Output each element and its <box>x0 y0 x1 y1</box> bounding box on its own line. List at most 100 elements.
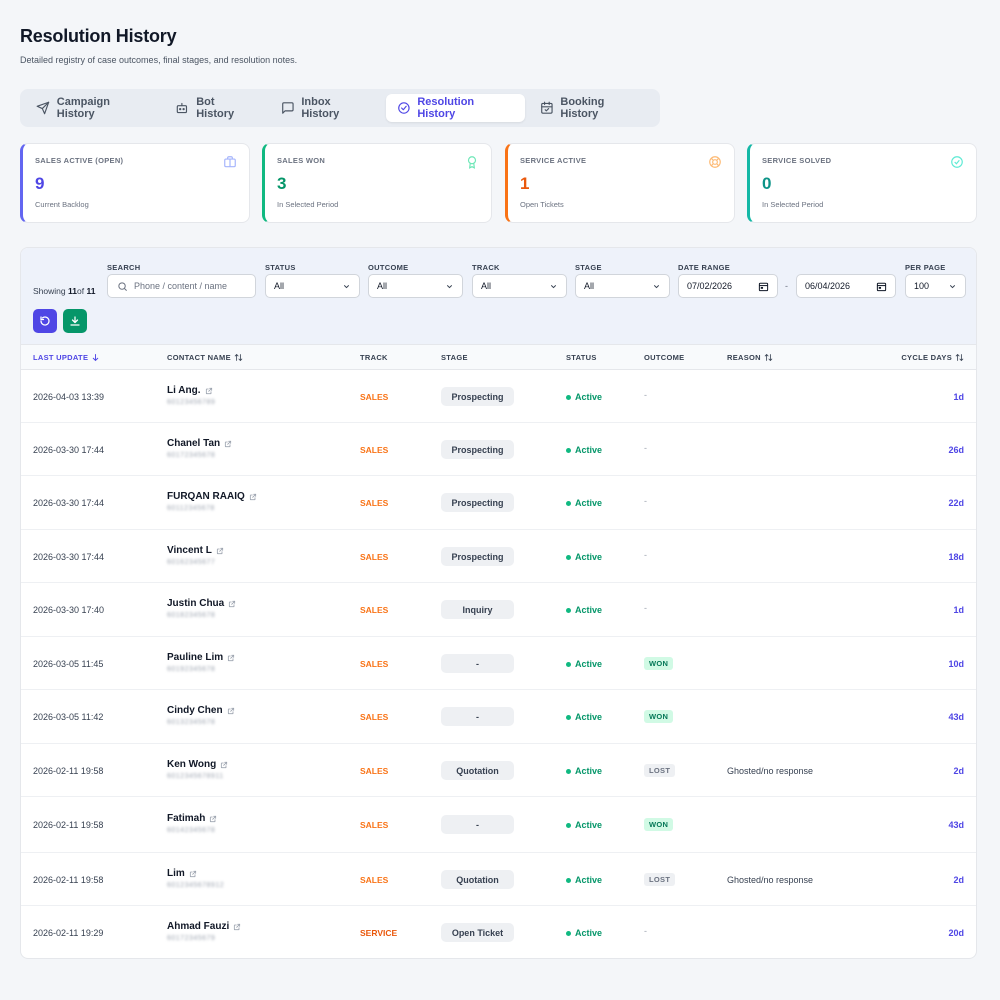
track-value: SALES <box>360 498 389 508</box>
track-select[interactable]: All <box>472 274 567 298</box>
calendar-icon[interactable] <box>758 281 769 292</box>
contact-cell: Cindy Chen 60132345678 <box>167 705 235 726</box>
contact-cell: FURQAN RAAIQ 60112345678 <box>167 491 257 512</box>
briefcase-icon <box>224 156 236 168</box>
contact-name-link[interactable]: Justin Chua <box>167 598 236 609</box>
contact-phone: 60172345679 <box>167 935 216 942</box>
contact-name-link[interactable]: Vincent L <box>167 545 224 556</box>
contact-name-link[interactable]: Lim <box>167 868 224 879</box>
last-update: 2026-03-30 17:40 <box>33 605 105 615</box>
contact-name-link[interactable]: Fatimah <box>167 813 217 824</box>
chevron-down-icon <box>446 285 453 289</box>
stat-value: 9 <box>35 174 45 193</box>
table-row[interactable]: 2026-03-30 17:44 FURQAN RAAIQ 60112345678 S… <box>21 476 976 530</box>
external-link-icon[interactable] <box>205 387 213 395</box>
status-select[interactable]: All <box>265 274 360 298</box>
contact-name-link[interactable]: Pauline Lim <box>167 652 235 663</box>
last-update: 2026-02-11 19:29 <box>33 928 104 938</box>
outcome-empty: - <box>644 496 647 506</box>
table-row[interactable]: 2026-03-30 17:40 Justin Chua 60182345678 SA… <box>21 583 976 637</box>
external-link-icon[interactable] <box>189 870 197 878</box>
column-reason[interactable]: REASON <box>727 353 773 362</box>
contact-phone: 6012345678912 <box>167 882 225 889</box>
cycle-days: 22d <box>948 498 964 508</box>
table-row[interactable]: 2026-02-11 19:29 Ahmad Fauzi 60172345679 SE… <box>21 906 976 958</box>
tab-bot-history[interactable]: Bot History <box>164 94 265 122</box>
download-button[interactable] <box>63 309 87 333</box>
track-value: SALES <box>360 766 389 776</box>
column-last-update[interactable]: LAST UPDATE <box>33 353 100 362</box>
status-badge: Active <box>566 659 602 669</box>
status-dot <box>566 877 571 883</box>
tab-label: Resolution History <box>417 96 475 120</box>
date-to-input[interactable]: 06/04/2026 <box>796 274 896 298</box>
external-link-icon[interactable] <box>228 600 236 608</box>
column-contact-name[interactable]: CONTACT NAME <box>167 353 243 362</box>
external-link-icon[interactable] <box>249 493 257 501</box>
outcome-empty: - <box>644 926 647 936</box>
table-row[interactable]: 2026-03-05 11:42 Cindy Chen 60132345678 SAL… <box>21 690 976 744</box>
status-badge: Active <box>566 445 602 455</box>
column-cycle-days[interactable]: CYCLE DAYS <box>901 353 964 362</box>
status-dot <box>566 500 571 506</box>
stage-pill: Quotation <box>441 761 514 780</box>
tab-resolution-history[interactable]: Resolution History <box>385 94 525 122</box>
search-input[interactable]: Phone / content / name <box>107 274 256 298</box>
table-row[interactable]: 2026-03-30 17:44 Chanel Tan 60172345678 SAL… <box>21 423 976 476</box>
outcome-cell: - <box>644 390 647 400</box>
cycle-days: 1d <box>953 605 964 615</box>
external-link-icon[interactable] <box>224 440 232 448</box>
contact-name-link[interactable]: Ken Wong <box>167 759 228 770</box>
status-text: Active <box>575 766 603 776</box>
external-link-icon[interactable] <box>220 761 228 769</box>
external-link-icon[interactable] <box>216 547 224 555</box>
date-from-input[interactable]: 07/02/2026 <box>678 274 778 298</box>
outcome-select[interactable]: All <box>368 274 463 298</box>
outcome-cell: - <box>644 496 647 506</box>
table-row[interactable]: 2026-02-11 19:58 Lim 6012345678912 SALES Quo… <box>21 853 976 906</box>
contact-name-link[interactable]: Cindy Chen <box>167 705 235 716</box>
column-track: TRACK <box>360 353 388 362</box>
table-row[interactable]: 2026-04-03 13:39 Li Ang. 60123456789 SALES P… <box>21 370 976 423</box>
external-link-icon[interactable] <box>233 923 241 931</box>
cycle-days: 18d <box>948 552 964 562</box>
external-link-icon[interactable] <box>227 707 235 715</box>
table-row[interactable]: 2026-02-11 19:58 Ken Wong 6012345678911 SAL… <box>21 744 976 797</box>
refresh-button[interactable] <box>33 309 57 333</box>
contact-name-link[interactable]: Ahmad Fauzi <box>167 921 241 932</box>
table-row[interactable]: 2026-02-11 19:58 Fatimah 60142345678 SALES -… <box>21 797 976 853</box>
tab-inbox-history[interactable]: Inbox History <box>270 94 382 122</box>
contact-cell: Justin Chua 60182345678 <box>167 598 236 619</box>
chevron-down-icon <box>949 285 956 289</box>
contact-name: Cindy Chen <box>167 705 223 716</box>
stat-card-sales-active: SALES ACTIVE (OPEN) 9 Current Backlog <box>20 143 250 223</box>
search-placeholder: Phone / content / name <box>134 281 228 291</box>
stage-select[interactable]: All <box>575 274 670 298</box>
external-link-icon[interactable] <box>227 654 235 662</box>
stat-card-service-active: SERVICE ACTIVE 1 Open Tickets <box>505 143 735 223</box>
table-row[interactable]: 2026-03-05 11:45 Pauline Lim 60192345678 SA… <box>21 637 976 690</box>
status-badge: Active <box>566 392 602 402</box>
tab-campaign-history[interactable]: Campaign History <box>25 94 160 122</box>
contact-name-link[interactable]: FURQAN RAAIQ <box>167 491 257 502</box>
tab-booking-history[interactable]: Booking History <box>529 94 655 122</box>
contact-name: Li Ang. <box>167 385 201 396</box>
showing-count: Showing 11of 11 <box>33 286 95 296</box>
contact-cell: Fatimah 60142345678 <box>167 813 217 834</box>
calendar-icon[interactable] <box>876 281 887 292</box>
date-to-value: 06/04/2026 <box>805 281 851 291</box>
per-page-value: 100 <box>914 281 930 291</box>
external-link-icon[interactable] <box>209 815 217 823</box>
column-label: LAST UPDATE <box>33 353 89 362</box>
contact-name-link[interactable]: Li Ang. <box>167 385 215 396</box>
track-value: SALES <box>360 712 389 722</box>
stage-pill: Prospecting <box>441 547 514 566</box>
per-page-select[interactable]: 100 <box>905 274 966 298</box>
sort-icon <box>234 353 243 362</box>
status-text: Active <box>575 820 603 830</box>
table-row[interactable]: 2026-03-30 17:44 Vincent L 60162345677 SALE… <box>21 530 976 583</box>
contact-name-link[interactable]: Chanel Tan <box>167 438 232 449</box>
status-text: Active <box>575 392 603 402</box>
last-update: 2026-03-30 17:44 <box>33 552 105 562</box>
outcome-cell: LOST <box>644 873 676 886</box>
